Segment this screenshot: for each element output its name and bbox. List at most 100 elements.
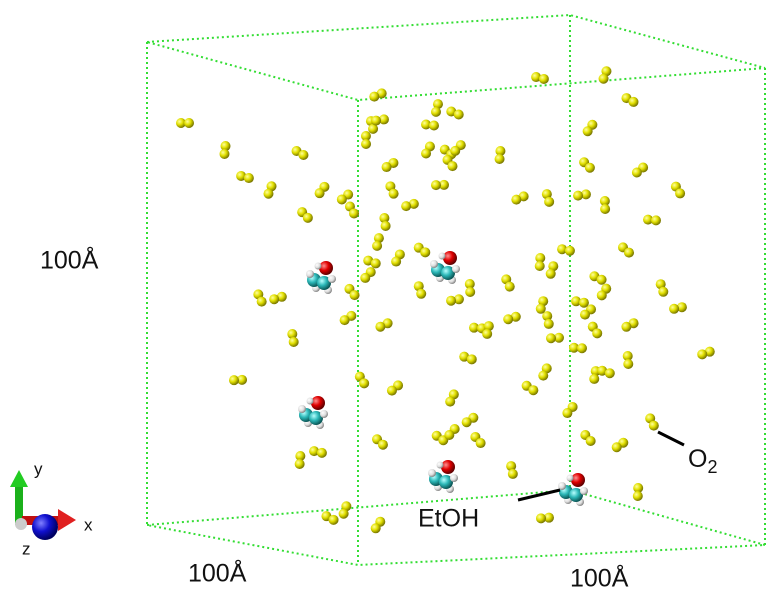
oxygen-atom	[369, 92, 379, 102]
molecules	[176, 66, 715, 533]
oxygen-atom	[465, 287, 475, 297]
oxygen-atom	[371, 116, 381, 126]
dimension-label: 100Å	[570, 563, 629, 593]
oxygen-atom	[623, 359, 633, 369]
oxygen-atom	[444, 430, 454, 440]
oxygen-atom	[429, 120, 439, 130]
oxygen-atom	[295, 459, 305, 469]
oxygen-atom	[651, 215, 661, 225]
oxygen-atom	[454, 109, 464, 119]
oxygen-atom	[538, 371, 548, 381]
axis-label: y	[34, 459, 43, 478]
oxygen-atom	[269, 294, 279, 304]
oxygen-atom	[450, 146, 460, 156]
oxygen-atom	[319, 261, 333, 275]
oxygen-atom	[511, 195, 521, 205]
oxygen-atom	[565, 246, 575, 256]
oxygen-atom	[577, 343, 587, 353]
hydrogen-atom	[320, 410, 328, 418]
oxygen-atom	[583, 126, 593, 136]
axis-gizmo: y x z	[10, 459, 93, 558]
oxygen-atom	[621, 322, 631, 332]
oxygen-atom	[599, 74, 609, 84]
box-edges	[147, 15, 765, 565]
oxygen-atom	[605, 368, 615, 378]
oxygen-atom	[219, 149, 229, 159]
hydrogen-atom	[430, 260, 438, 268]
oxygen-atom	[315, 188, 325, 198]
oxygen-atom	[378, 440, 388, 450]
oxygen-atom	[649, 421, 659, 431]
hydrogen-atom	[567, 475, 574, 482]
oxygen-atom	[339, 509, 349, 519]
hydrogen-atom	[439, 253, 446, 260]
oxygen-atom	[624, 248, 634, 258]
ethanol-label: EtOH	[418, 505, 479, 533]
oxygen-atom	[389, 189, 399, 199]
oxygen-atom	[612, 442, 622, 452]
oxygen-atom	[446, 296, 456, 306]
hydrogen-atom	[315, 263, 322, 270]
simulation-box-view: y x z 100Å 100Å 100Å O2 EtOH	[0, 0, 770, 594]
oxygen-atom	[371, 523, 381, 533]
oxygen-atom	[229, 375, 239, 385]
oxygen-atom	[562, 408, 572, 418]
oxygen-atom	[586, 436, 596, 446]
oxygen-atom	[350, 290, 360, 300]
oxygen-atom	[303, 213, 313, 223]
dimension-label: 100Å	[40, 245, 99, 275]
oxygen-atom	[462, 417, 472, 427]
oxygen-atom	[467, 354, 477, 364]
oxygen-atom	[495, 154, 505, 164]
hydrogen-atom	[452, 265, 460, 273]
oxygen-atom	[298, 150, 308, 160]
oxygen-atom	[360, 273, 370, 283]
hydrogen-atom	[307, 398, 314, 405]
oxygen-atom	[675, 188, 685, 198]
oxygen-atom	[544, 319, 554, 329]
oxygen-atom	[401, 201, 411, 211]
label-text: O	[688, 445, 707, 473]
oxygen-atom	[579, 298, 589, 308]
oxygen-atom	[441, 460, 455, 474]
hydrogen-atom	[298, 405, 306, 413]
dimension-label: 100Å	[188, 558, 247, 588]
oxygen-atom	[420, 247, 430, 257]
oxygen-atom	[482, 329, 492, 339]
oxygen-atom	[589, 374, 599, 384]
oxygen-atom	[387, 386, 397, 396]
oxygen-atom	[311, 396, 325, 410]
oxygen-atom	[359, 378, 369, 388]
oxygen-atom	[381, 221, 391, 231]
oxygen-atom	[597, 275, 607, 285]
oxygen-atom	[580, 310, 590, 320]
oxygen-atom	[375, 322, 385, 332]
scene: y x z 100Å 100Å 100Å O2 EtOH	[0, 0, 770, 594]
oxygen-atom	[416, 289, 426, 299]
label-subscript: 2	[707, 457, 717, 477]
oxygen-atom	[546, 333, 556, 343]
hydrogen-atom	[580, 487, 588, 495]
oxygen-atom	[697, 349, 707, 359]
oxygen-atom	[658, 287, 668, 297]
oxygen-atom	[505, 282, 515, 292]
oxygen-atom	[632, 168, 642, 178]
oxygen-atom	[257, 297, 267, 307]
oxygen-atom	[340, 315, 350, 325]
oxygen-atom	[244, 173, 254, 183]
oxygen-atom	[585, 163, 595, 173]
oxygen-atom	[573, 191, 583, 201]
oxygen-label: O2	[688, 445, 717, 477]
oxygen-atom	[337, 194, 347, 204]
oxygen-atom	[629, 97, 639, 107]
oxygen-atom	[597, 290, 607, 300]
oxygen-atom	[329, 515, 339, 525]
oxygen-atom	[317, 448, 327, 458]
oxygen-atom	[445, 397, 455, 407]
axis-label: z	[22, 539, 31, 558]
oxygen-atom	[508, 469, 518, 479]
oxygen-atom	[382, 162, 392, 172]
oxygen-atom	[536, 304, 546, 314]
oxygen-atom	[263, 189, 273, 199]
oxygen-atom	[535, 261, 545, 271]
